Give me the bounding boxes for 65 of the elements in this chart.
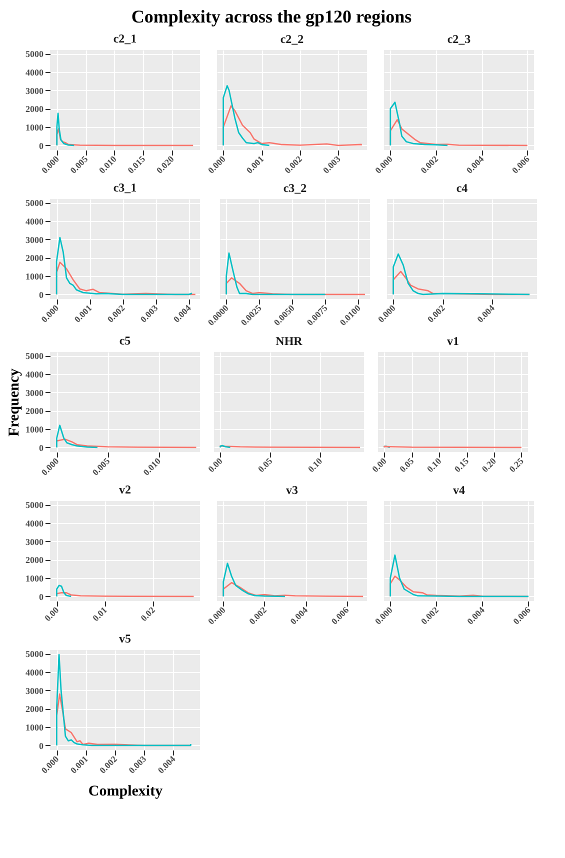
- chart-title: c5: [119, 334, 131, 348]
- chart-title: v2: [119, 482, 131, 497]
- chart-title: c2_2: [280, 32, 304, 46]
- x-tick-label: 0.05: [256, 456, 275, 474]
- chart-title: v1: [447, 334, 459, 348]
- chart-title: NHR: [276, 334, 303, 348]
- y-tick-label: 2000: [26, 104, 44, 114]
- line-series: [56, 654, 192, 746]
- x-tick-label: 0.00: [370, 456, 389, 474]
- y-tick-label: 2000: [26, 555, 44, 566]
- chart-title: c3_1: [113, 180, 137, 195]
- y-tick-label: 2000: [26, 704, 44, 714]
- y-tick-label: 4000: [26, 370, 44, 380]
- x-tick-label: 0.02: [138, 604, 158, 624]
- x-tick-label: 0.20: [480, 456, 498, 474]
- line-series: [56, 584, 72, 598]
- y-tick-label: 0: [39, 592, 44, 602]
- y-tick-label: 1000: [26, 272, 44, 282]
- y-tick-label: 3000: [26, 686, 44, 696]
- x-tick-label: 0.01: [90, 604, 110, 624]
- y-axis-title: Frequency: [6, 368, 22, 437]
- chart-title: c2_1: [113, 32, 137, 46]
- y-tick-label: 1000: [26, 574, 44, 584]
- y-tick-label: 1000: [26, 424, 44, 435]
- chart-title: c2_3: [447, 32, 471, 46]
- chart-title: v5: [119, 632, 131, 646]
- y-tick-label: 3000: [26, 86, 44, 96]
- line-series: [56, 236, 193, 296]
- x-tick-label: 0.15: [452, 456, 471, 474]
- y-tick-label: 4000: [26, 668, 44, 678]
- line-series: [56, 112, 75, 146]
- y-tick-label: 3000: [26, 536, 44, 547]
- chart-title: v3: [286, 483, 298, 497]
- y-tick-label: 5000: [26, 49, 44, 60]
- text: Complexity across the gp120 regions: [131, 6, 412, 27]
- y-tick-label: 0: [39, 290, 44, 300]
- y-tick-label: 4000: [26, 518, 44, 529]
- y-tick-label: 5000: [26, 500, 44, 510]
- line-series: [56, 438, 197, 448]
- chart-title: v4: [453, 483, 465, 497]
- y-tick-label: 4000: [26, 68, 44, 78]
- y-tick-label: 4000: [26, 216, 44, 227]
- x-tick-label: 0.10: [424, 456, 444, 474]
- y-tick-label: 0: [39, 740, 44, 751]
- y-tick-label: 2000: [26, 253, 44, 264]
- y-tick-label: 0: [39, 140, 44, 151]
- y-tick-label: 5000: [26, 351, 44, 362]
- x-tick-label: 0.05: [398, 456, 416, 474]
- line-series: [56, 128, 194, 146]
- chart-title: c4: [456, 181, 468, 195]
- y-tick-label: 1000: [26, 722, 44, 733]
- y-tick-label: 1000: [26, 122, 44, 133]
- chart-title: c3_2: [283, 181, 307, 195]
- x-tick-label: 0.00: [206, 456, 225, 474]
- x-tick-label: 0.00: [42, 604, 62, 624]
- y-tick-label: 2000: [26, 406, 44, 416]
- line-series: [56, 424, 98, 448]
- x-tick-label: 0.10: [306, 456, 324, 474]
- y-tick-label: 0: [39, 442, 44, 453]
- x-tick-label: 0.25: [507, 456, 526, 474]
- x-axis-title: Complexity: [88, 783, 164, 800]
- y-tick-label: 5000: [26, 198, 44, 208]
- y-tick-label: 3000: [26, 388, 44, 398]
- y-tick-label: 5000: [26, 649, 44, 660]
- y-tick-label: 3000: [26, 234, 44, 245]
